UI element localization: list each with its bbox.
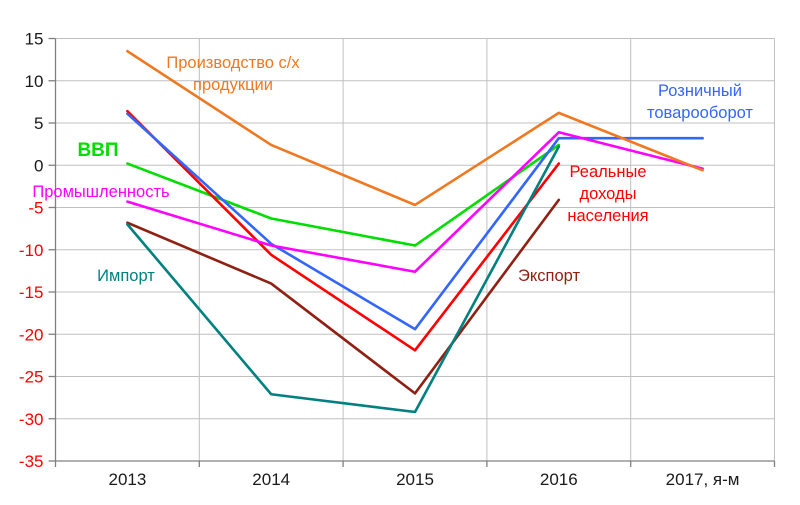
- series-line-Реальные доходы населения: [126, 109, 561, 352]
- series-line-Импорт: [126, 145, 561, 414]
- y-tick-label: -30: [19, 410, 44, 429]
- series-label-ВВП: ВВП: [77, 140, 118, 161]
- series-label-Реальные доходы населения: доходы: [580, 185, 637, 203]
- y-tick-label: 0: [34, 156, 43, 175]
- y-tick-label: 15: [25, 30, 44, 49]
- series-label-Производство с/х продукции: продукции: [193, 76, 273, 94]
- series-label-Розничный товарооборот: Розничный: [658, 82, 742, 100]
- x-tick-label: 2013: [108, 470, 146, 489]
- series-label-Импорт: Импорт: [97, 267, 155, 285]
- y-tick-label: -5: [28, 199, 43, 218]
- series-line-Розничный товарооборот: [126, 112, 704, 331]
- y-tick-label: 5: [34, 114, 43, 133]
- series-label-Экспорт: Экспорт: [518, 267, 580, 285]
- y-tick-label: -10: [19, 241, 44, 260]
- series-label-Реальные доходы населения: Реальные: [569, 163, 646, 181]
- x-tick-label: 2016: [540, 470, 578, 489]
- y-tick-label: -35: [19, 452, 44, 471]
- series-label-Промышленность: Промышленность: [32, 183, 169, 201]
- series-label-Розничный товарооборот: товарооборот: [647, 104, 753, 122]
- series-label-Реальные доходы населения: населения: [567, 207, 648, 225]
- x-tick-label: 2015: [396, 470, 434, 489]
- x-tick-label: 2017, я-м: [666, 470, 740, 489]
- y-tick-label: 10: [25, 72, 44, 91]
- y-tick-label: -20: [19, 325, 44, 344]
- y-tick-label: -25: [19, 368, 44, 387]
- y-tick-label: -15: [19, 283, 44, 302]
- series-line-ВВП: [126, 143, 561, 247]
- x-tick-label: 2014: [252, 470, 290, 489]
- series-line-Экспорт: [126, 198, 561, 395]
- series-line-Производство с/х продукции: [126, 49, 704, 207]
- series-line-Промышленность: [126, 130, 704, 274]
- series-label-Производство с/х продукции: Производство с/х: [166, 54, 300, 72]
